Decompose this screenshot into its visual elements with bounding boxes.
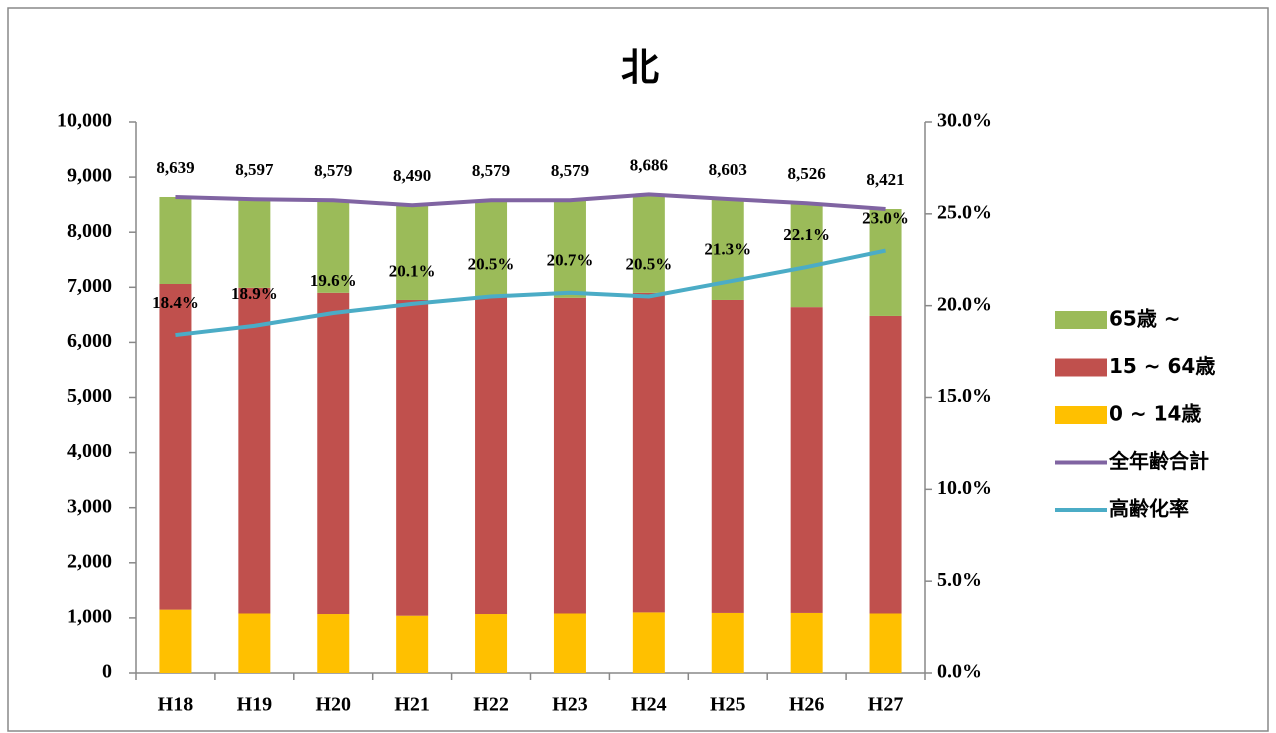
- data-label: 22.1%: [783, 225, 830, 244]
- y-tick-label: 7,000: [67, 275, 112, 297]
- data-label: 8,603: [709, 160, 747, 179]
- line: [175, 248, 886, 338]
- data-label: 8,421: [866, 170, 904, 189]
- y2-tick-label: 5.0%: [937, 569, 982, 591]
- bar: [317, 200, 350, 293]
- bar: [317, 292, 350, 615]
- data-label: 8,579: [314, 161, 352, 180]
- bar: [711, 612, 744, 673]
- data-label: 8,579: [472, 161, 510, 180]
- legend-label: 0 ~ 14歳: [1109, 402, 1201, 426]
- bar: [238, 199, 271, 288]
- x-tick-label: H21: [394, 694, 430, 716]
- data-label: 8,639: [156, 158, 194, 177]
- bar: [159, 283, 192, 610]
- x-tick-label: H27: [868, 694, 904, 716]
- data-label: 19.6%: [310, 271, 357, 290]
- data-label: 20.5%: [625, 254, 672, 273]
- bar: [869, 209, 902, 316]
- legend-swatch: [1055, 358, 1107, 377]
- y2-tick-label: 30.0%: [937, 110, 992, 132]
- bar: [553, 613, 586, 673]
- x-tick-label: H23: [552, 694, 588, 716]
- bar: [790, 612, 823, 673]
- bar: [317, 614, 350, 673]
- x-tick-label: H25: [710, 694, 746, 716]
- x-tick-label: H19: [237, 694, 273, 716]
- legend-swatch: [1055, 406, 1107, 424]
- bar: [711, 299, 744, 613]
- bar: [475, 297, 508, 615]
- legend-swatch: [1055, 311, 1107, 329]
- bar: [869, 315, 902, 614]
- bar: [632, 612, 665, 673]
- data-label: 18.9%: [231, 284, 278, 303]
- bar: [553, 297, 586, 614]
- data-label: 20.1%: [389, 262, 436, 281]
- y2-tick-label: 0.0%: [937, 661, 982, 683]
- legend-label: 65歳 ~: [1109, 307, 1181, 331]
- y2-tick-label: 20.0%: [937, 293, 992, 315]
- y-tick-label: 5,000: [67, 385, 112, 407]
- y-tick-label: 2,000: [67, 550, 112, 572]
- data-label: 23.0%: [862, 208, 909, 227]
- legend-label: 高齢化率: [1109, 497, 1189, 521]
- bar: [869, 613, 902, 673]
- data-label: 8,490: [393, 166, 431, 185]
- bar: [396, 299, 429, 616]
- y-tick-label: 0: [102, 661, 112, 683]
- y-tick-label: 10,000: [57, 110, 112, 132]
- data-label: 8,686: [630, 155, 668, 174]
- bar: [396, 615, 429, 673]
- y-tick-label: 3,000: [67, 495, 112, 517]
- bar: [159, 609, 192, 673]
- legend-label: 15 ~ 64歳: [1109, 354, 1215, 378]
- chart-title: 北: [621, 46, 659, 90]
- y-tick-label: 8,000: [67, 220, 112, 242]
- data-label: 8,579: [551, 161, 589, 180]
- bar: [159, 196, 192, 284]
- bar: [475, 614, 508, 673]
- y2-tick-label: 25.0%: [937, 201, 992, 223]
- bar: [632, 194, 665, 293]
- x-tick-label: H20: [315, 694, 351, 716]
- bar: [632, 292, 665, 613]
- bar: [790, 307, 823, 613]
- x-tick-label: H26: [789, 694, 825, 716]
- bar: [790, 203, 823, 308]
- y-tick-label: 4,000: [67, 440, 112, 462]
- x-tick-label: H18: [158, 694, 194, 716]
- y-tick-label: 9,000: [67, 165, 112, 187]
- legend-label: 全年齢合計: [1108, 449, 1209, 473]
- data-label: 18.4%: [152, 293, 199, 312]
- y-tick-label: 6,000: [67, 330, 112, 352]
- y2-tick-label: 10.0%: [937, 477, 992, 499]
- line: [175, 192, 886, 211]
- data-label: 21.3%: [704, 240, 751, 259]
- x-tick-label: H24: [631, 694, 667, 716]
- data-label: 8,526: [788, 164, 826, 183]
- bar: [238, 287, 271, 614]
- bar: [475, 200, 508, 298]
- y2-tick-label: 15.0%: [937, 385, 992, 407]
- data-label: 20.5%: [468, 254, 515, 273]
- x-tick-label: H22: [473, 694, 509, 716]
- data-label: 8,597: [235, 160, 274, 179]
- bar: [553, 200, 586, 298]
- data-label: 20.7%: [547, 251, 594, 270]
- bar: [396, 205, 429, 300]
- y-tick-label: 1,000: [67, 605, 112, 627]
- bar: [238, 613, 271, 673]
